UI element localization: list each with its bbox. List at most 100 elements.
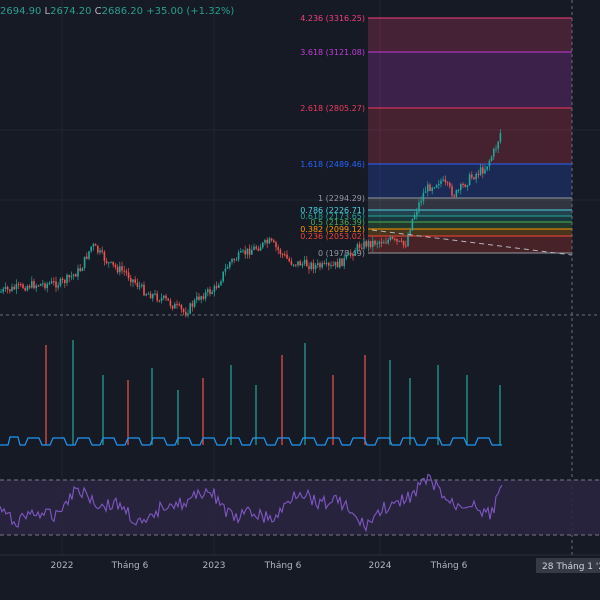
candle-body (484, 169, 486, 174)
candle-body (130, 278, 132, 283)
trend-line[interactable] (371, 229, 573, 256)
candle-body (103, 251, 106, 261)
time-axis-label-jun-2022: Tháng 6 (111, 561, 149, 571)
candle-body (486, 166, 488, 170)
candle-body (229, 262, 231, 268)
candle-body (244, 250, 246, 255)
candle-body (479, 167, 482, 175)
candle-body (68, 274, 70, 278)
candle-body (152, 294, 154, 299)
candle-body (171, 305, 174, 309)
candle-body (262, 242, 264, 248)
time-axis-label-2022: 2022 (51, 561, 74, 571)
candle-body (180, 304, 183, 310)
candle-body (48, 283, 51, 285)
candle-body (176, 303, 178, 305)
candle-body (24, 288, 26, 291)
candle-body (116, 266, 119, 273)
candle-body (341, 258, 343, 267)
candle-body (72, 274, 75, 276)
candle-body (297, 261, 299, 266)
candle-body (281, 253, 284, 255)
candle-body (105, 260, 108, 264)
candle-body (189, 303, 191, 314)
fib-level-label: 0.786 (2226.71) (300, 206, 365, 215)
candle-body (380, 241, 383, 244)
candle-body (279, 249, 282, 254)
candle-body (182, 309, 185, 313)
candle-body (330, 265, 332, 267)
fib-retracement-zones[interactable] (368, 18, 572, 253)
candle-body (350, 252, 352, 255)
candle-body (160, 297, 163, 301)
candle-body (488, 160, 491, 167)
candle-body (132, 279, 134, 283)
candle-body (94, 244, 97, 246)
time-axis-label-jun-2023: Tháng 6 (264, 561, 302, 571)
candle-body (473, 177, 475, 180)
candle-body (165, 295, 167, 299)
candle-body (336, 261, 339, 268)
candle-body (237, 252, 240, 260)
candle-body (35, 285, 37, 289)
candle-body (477, 173, 480, 175)
candle-body (339, 258, 341, 268)
candle-body (156, 293, 158, 301)
candle-body (57, 285, 59, 288)
candle-body (0, 291, 2, 293)
candle-body (270, 238, 273, 241)
candle-body (466, 185, 469, 187)
candle-body (451, 186, 453, 196)
candle-body (301, 263, 304, 266)
candle-body (290, 261, 293, 265)
candle-body (435, 184, 438, 188)
candle-body (295, 264, 297, 266)
candle-body (222, 271, 224, 282)
fib-level-label: 0.382 (2099.12) (300, 225, 365, 234)
candle-body (20, 284, 22, 286)
fib-zone (368, 198, 572, 210)
candle-body (449, 183, 451, 187)
candle-body (167, 298, 169, 301)
candle-body (220, 281, 222, 285)
candle-body (438, 183, 440, 185)
candle-body (163, 295, 165, 298)
candle-body (365, 241, 367, 247)
candle-body (66, 274, 68, 284)
candle-body (185, 312, 187, 316)
candle-body (328, 263, 330, 266)
candle-body (134, 279, 136, 283)
fib-zone (368, 18, 572, 52)
candle-body (204, 292, 207, 299)
candle-body (174, 303, 176, 309)
candle-body (444, 179, 447, 183)
candle-body (482, 167, 484, 174)
candle-body (266, 240, 268, 244)
candle-body (431, 187, 433, 192)
candle-body (123, 270, 125, 272)
candle-body (246, 248, 249, 255)
candle-body (26, 286, 29, 291)
low-value: 2674.20 (50, 6, 92, 17)
candle-body (215, 286, 218, 288)
candle-body (114, 264, 117, 267)
candle-body (418, 202, 420, 212)
ohlc-readout: 2694.90 L2674.20 C2686.20 +35.00 (+1.32%… (0, 6, 234, 17)
volume-line (0, 436, 502, 446)
candle-body (141, 284, 143, 287)
candle-body (125, 271, 128, 273)
candle-body (233, 259, 235, 261)
candle-body (306, 259, 308, 267)
candle-body (363, 241, 365, 249)
candle-body (42, 283, 44, 285)
time-axis-label-jun-2024: Tháng 6 (430, 561, 468, 571)
candle-body (413, 215, 416, 219)
candle-body (110, 261, 112, 263)
candle-body (193, 300, 196, 307)
candle-body (325, 263, 328, 265)
candle-body (77, 268, 79, 277)
candle-body (499, 133, 502, 142)
candle-body (284, 254, 286, 256)
candle-body (387, 239, 389, 244)
